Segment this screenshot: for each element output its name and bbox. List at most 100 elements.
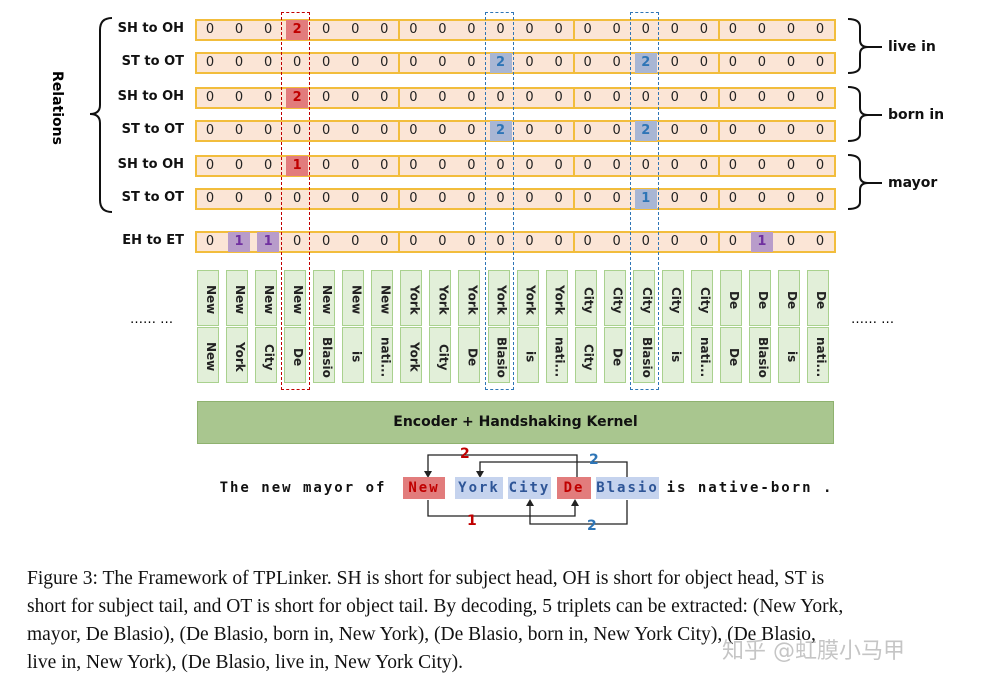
caption-line-1: Figure 3: The Framework of TPLinker. SH …: [27, 568, 825, 589]
matrix-cell: 0: [612, 123, 621, 138]
token-head: City: [603, 270, 626, 326]
matrix-cell: 0: [467, 234, 476, 249]
token-tail: Blasio: [748, 327, 771, 383]
token-head: City: [690, 270, 713, 326]
row-segment: [717, 52, 837, 74]
token-head: De: [778, 270, 800, 326]
matrix-cell: 0: [322, 234, 331, 249]
matrix-cell: 0: [293, 191, 302, 206]
matrix-cell: 0: [525, 191, 534, 206]
row-segment: [717, 120, 837, 142]
matrix-cell: 0: [641, 90, 650, 105]
highlight-column-red: [281, 12, 311, 390]
matrix-cell: 2: [286, 88, 309, 108]
matrix-cell: 0: [699, 158, 708, 173]
arrow-label-top-red: 2: [460, 446, 470, 462]
token-head: New: [197, 270, 219, 326]
matrix-cell: 0: [380, 22, 389, 37]
matrix-cell: 0: [815, 55, 825, 70]
matrix-cell: 0: [467, 191, 476, 206]
matrix-cell: 0: [496, 191, 505, 206]
matrix-cell: 0: [438, 90, 447, 105]
matrix-cell: 0: [409, 158, 418, 173]
token-head: New: [226, 270, 249, 326]
matrix-cell: 0: [409, 123, 418, 138]
matrix-cell: 0: [786, 22, 796, 37]
arrow-label-bottom-blue: 2: [587, 518, 597, 534]
matrix-cell: 0: [554, 22, 563, 37]
token-head: New: [371, 270, 394, 326]
left-brace: [89, 17, 113, 213]
token-tail: nati...: [807, 327, 830, 383]
matrix-cell: 0: [699, 234, 708, 249]
matrix-cell: 0: [757, 191, 767, 206]
row-label: ST to OT: [121, 190, 184, 205]
matrix-cell: 0: [496, 234, 505, 249]
matrix-cell: 0: [728, 158, 738, 173]
row-label: EH to ET: [122, 233, 184, 248]
matrix-cell: 0: [612, 158, 621, 173]
token-head: York: [516, 270, 539, 326]
row-label: ST to OT: [121, 54, 184, 69]
matrix-cell: 0: [728, 123, 738, 138]
matrix-cell: 0: [815, 123, 825, 138]
matrix-cell: 0: [263, 158, 273, 173]
matrix-cell: 0: [322, 123, 331, 138]
matrix-cell: 1: [750, 232, 773, 252]
matrix-cell: 0: [351, 158, 360, 173]
arrow-blasio-to-york-top: [479, 461, 628, 477]
token-tail: nati...: [545, 327, 568, 383]
matrix-cell: 0: [612, 234, 621, 249]
caption-line-4: live in, New York), (De Blasio, live in,…: [27, 652, 464, 673]
arrow-new-to-de-top: [427, 454, 578, 477]
token-head: De: [748, 270, 771, 326]
sentence-token: York: [455, 477, 503, 499]
token-head: York: [545, 270, 568, 326]
matrix-cell: 0: [815, 22, 825, 37]
matrix-cell: 0: [699, 191, 708, 206]
matrix-cell: 0: [438, 55, 447, 70]
matrix-cell: 1: [634, 189, 657, 209]
token-tail: is: [516, 327, 539, 383]
matrix-cell: 0: [263, 55, 273, 70]
matrix-cell: 0: [554, 90, 563, 105]
matrix-cell: 0: [641, 22, 650, 37]
token-head: York: [487, 270, 510, 326]
matrix-cell: 0: [293, 123, 302, 138]
matrix-cell: 0: [263, 123, 273, 138]
matrix-cell: 0: [670, 123, 679, 138]
token-tail: Blasio: [632, 327, 655, 383]
right-brace-live-in: [847, 18, 882, 74]
matrix-cell: 0: [205, 191, 215, 206]
matrix-cell: 0: [351, 90, 360, 105]
matrix-cell: 0: [409, 22, 418, 37]
matrix-cell: 0: [234, 55, 244, 70]
ellipsis-left: …… …: [130, 312, 174, 327]
matrix-cell: 0: [351, 234, 360, 249]
row-segment: [717, 231, 837, 253]
token-tail: City: [255, 327, 278, 383]
matrix-cell: 0: [467, 22, 476, 37]
matrix-cell: 0: [699, 123, 708, 138]
matrix-cell: 0: [670, 55, 679, 70]
token-tail: is: [778, 327, 800, 383]
token-tail: De: [284, 327, 307, 383]
matrix-cell: 0: [409, 191, 418, 206]
caption-line-2: short for subject tail, and OT is short …: [27, 596, 844, 617]
matrix-cell: 0: [263, 22, 273, 37]
matrix-cell: 0: [583, 234, 592, 249]
matrix-cell: 2: [634, 53, 657, 73]
matrix-cell: 0: [322, 158, 331, 173]
matrix-cell: 0: [322, 90, 331, 105]
sentence-token: is native-born .: [666, 480, 834, 496]
relation-name-mayor: mayor: [888, 175, 938, 191]
token-head: New: [284, 270, 307, 326]
matrix-cell: 0: [757, 123, 767, 138]
matrix-cell: 0: [234, 123, 244, 138]
matrix-cell: 0: [670, 191, 679, 206]
matrix-cell: 0: [670, 22, 679, 37]
matrix-cell: 1: [286, 156, 309, 176]
matrix-cell: 0: [467, 55, 476, 70]
matrix-cell: 0: [583, 158, 592, 173]
matrix-cell: 2: [634, 121, 657, 141]
